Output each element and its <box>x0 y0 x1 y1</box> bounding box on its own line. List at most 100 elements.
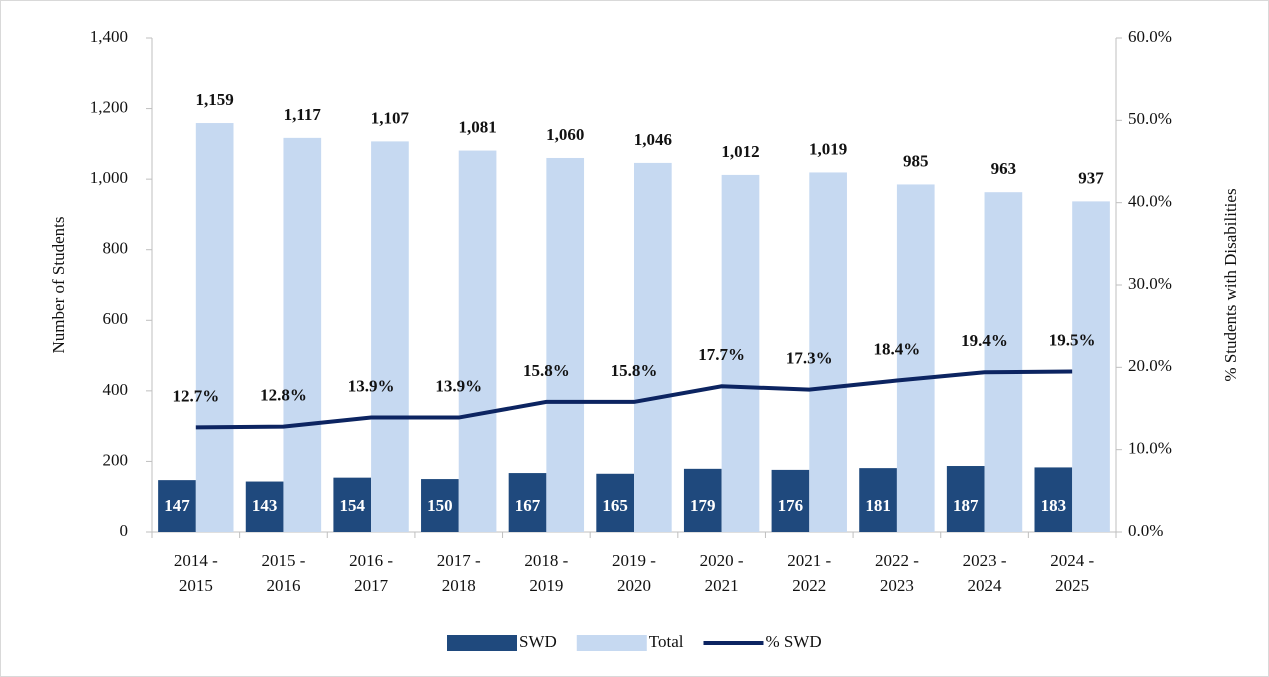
y2-tick-label: 10.0% <box>1128 439 1172 458</box>
x-tick-label: 2023 - 2024 <box>963 551 1007 595</box>
x-tick-label-line: 2020 <box>617 576 651 595</box>
x-tick-label-line: 2022 - <box>875 551 919 570</box>
x-tick-label-line: 2021 <box>705 576 739 595</box>
x-tick-label: 2018 - 2019 <box>524 551 568 595</box>
data-label: 181 <box>865 496 891 515</box>
bar <box>245 481 284 532</box>
x-tick-label-line: 2015 - <box>261 551 305 570</box>
x-tick-label-line: 2017 <box>354 576 389 595</box>
bar <box>195 123 234 532</box>
data-label: 13.9% <box>348 376 395 395</box>
bar <box>809 172 847 532</box>
data-label: 18.4% <box>874 339 921 358</box>
bar <box>421 479 459 532</box>
data-label: 179 <box>690 496 716 515</box>
y2-axis-label: % Students with Disabilities <box>1221 188 1240 381</box>
legend-label: Total <box>649 632 684 651</box>
data-label: 176 <box>778 496 804 515</box>
y2-tick-label: 20.0% <box>1128 356 1172 375</box>
bar <box>596 473 634 532</box>
data-label: 1,159 <box>196 90 234 109</box>
y-tick-label: 1,200 <box>90 97 128 116</box>
data-label: 165 <box>602 496 628 515</box>
x-tick-label-line: 2023 <box>880 576 914 595</box>
line <box>195 369 1073 430</box>
y2-tick-label: 40.0% <box>1128 192 1172 211</box>
bar <box>683 468 722 532</box>
bar <box>458 150 497 532</box>
x-tick-label-line: 2020 - <box>700 551 744 570</box>
bar <box>1034 467 1073 532</box>
x-tick-label-line: 2016 <box>266 576 300 595</box>
x-tick-label: 2019 - 2020 <box>612 551 656 595</box>
x-tick-label: 2017 - 2018 <box>437 551 481 595</box>
y2-tick-label: 50.0% <box>1128 109 1172 128</box>
data-label: 147 <box>164 496 190 515</box>
x-tick-label-line: 2018 <box>442 576 476 595</box>
data-label: 937 <box>1078 168 1104 187</box>
data-label: 13.9% <box>435 376 482 395</box>
bar <box>634 162 672 532</box>
x-tick-label-line: 2019 <box>529 576 563 595</box>
legend-swatch <box>576 635 647 651</box>
bar <box>508 473 547 532</box>
x-tick-label-line: 2024 - <box>1050 551 1094 570</box>
data-label: 19.5% <box>1049 330 1096 349</box>
bar <box>721 174 760 532</box>
bar <box>859 468 897 532</box>
x-tick-label-line: 2019 - <box>612 551 656 570</box>
data-label: 183 <box>1041 496 1067 515</box>
data-label: 1,019 <box>809 139 847 158</box>
data-label: 1,046 <box>634 130 672 149</box>
bar <box>984 192 1023 532</box>
bar <box>371 141 409 532</box>
data-label: 1,117 <box>284 105 322 124</box>
x-tick-label: 2021 - 2022 <box>787 551 831 595</box>
data-label: 154 <box>339 496 365 515</box>
data-label: 1,081 <box>458 117 496 136</box>
y2-tick-label: 0.0% <box>1128 521 1163 540</box>
bar <box>896 184 935 532</box>
y2-tick-label: 60.0% <box>1128 27 1172 46</box>
x-tick-label-line: 2024 <box>968 576 1003 595</box>
data-label: 143 <box>252 496 278 515</box>
data-label: 15.8% <box>523 361 570 380</box>
data-label: 12.8% <box>260 386 307 405</box>
bar <box>771 469 810 532</box>
y-tick-label: 1,000 <box>90 168 128 187</box>
x-tick-label-line: 2016 - <box>349 551 393 570</box>
x-tick-label-line: 2025 <box>1055 576 1089 595</box>
legend-label: SWD <box>519 632 557 651</box>
x-tick-label: 2016 - 2017 <box>349 551 393 595</box>
x-tick-label-line: 2022 <box>792 576 826 595</box>
x-tick-label: 2014 - 2015 <box>174 551 218 595</box>
data-label: 1,012 <box>721 142 759 161</box>
x-tick-label-line: 2015 <box>179 576 213 595</box>
legend-swatch <box>447 635 517 651</box>
x-tick-label: 2020 - 2021 <box>700 551 744 595</box>
data-label: 167 <box>515 496 541 515</box>
x-tick-label-line: 2014 - <box>174 551 218 570</box>
y-tick-label: 1,400 <box>90 27 128 46</box>
y-tick-label: 800 <box>103 239 129 258</box>
x-tick-label-line: 2023 - <box>963 551 1007 570</box>
bar <box>946 466 985 532</box>
x-tick-label-line: 2017 - <box>437 551 481 570</box>
data-label: 985 <box>903 151 929 170</box>
bar <box>333 477 372 532</box>
data-label: 187 <box>953 496 979 515</box>
x-tick-label-line: 2021 - <box>787 551 831 570</box>
data-label: 963 <box>991 159 1017 178</box>
data-label: 17.3% <box>786 348 833 367</box>
data-label: 17.7% <box>698 345 745 364</box>
data-label: 1,060 <box>546 125 584 144</box>
bar <box>158 480 196 532</box>
y2-tick-label: 30.0% <box>1128 274 1172 293</box>
data-label: 19.4% <box>961 331 1008 350</box>
y-tick-label: 200 <box>103 450 129 469</box>
bar <box>546 157 585 532</box>
x-tick-label: 2022 - 2023 <box>875 551 919 595</box>
bar <box>283 137 322 532</box>
x-tick-label: 2015 - 2016 <box>261 551 305 595</box>
data-label: 1,107 <box>371 108 410 127</box>
